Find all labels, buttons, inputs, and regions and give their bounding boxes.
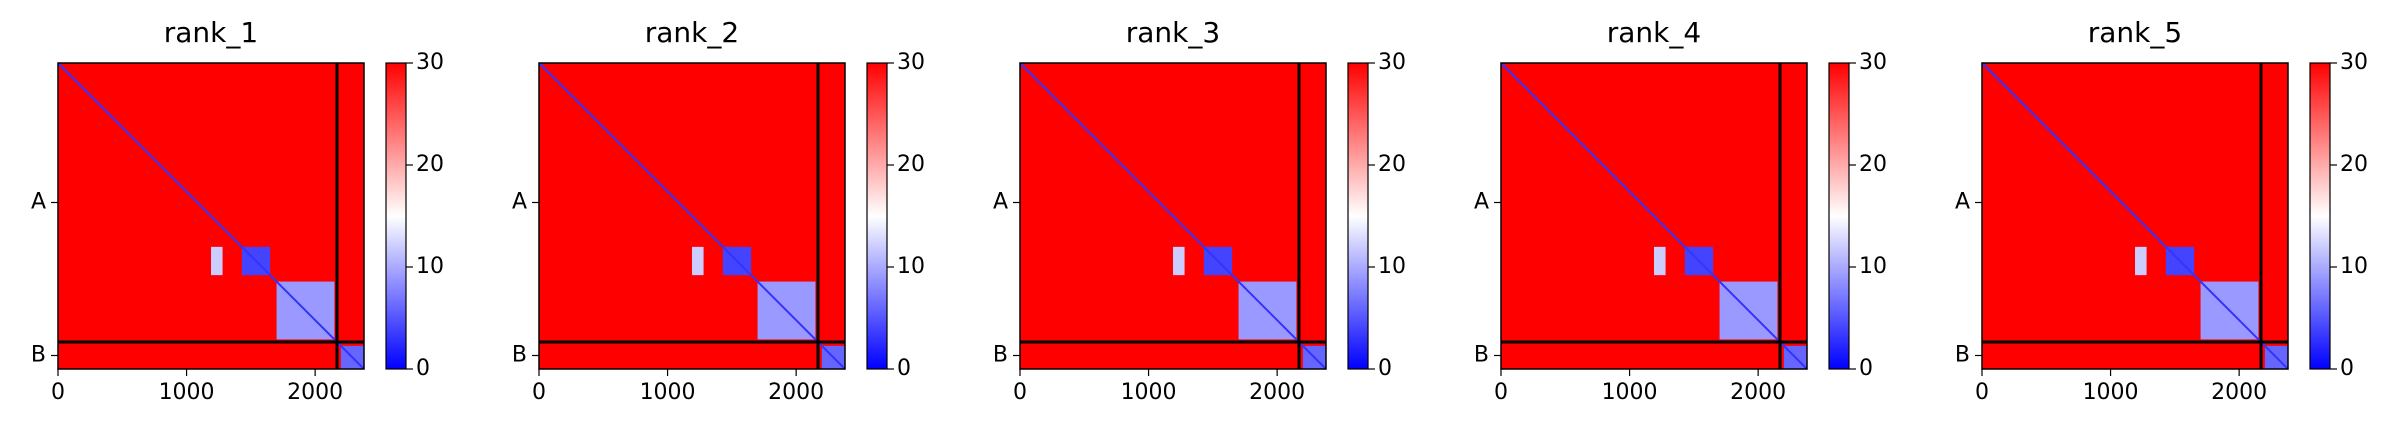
y-tick-label: A bbox=[512, 190, 527, 215]
x-tick-label: 1000 bbox=[1602, 380, 1658, 405]
heatmap-region bbox=[1654, 246, 1666, 276]
colorbar-tick-label: 30 bbox=[416, 50, 444, 75]
colorbar-tick-label: 0 bbox=[1859, 356, 1873, 381]
y-tick-label: B bbox=[31, 343, 46, 368]
axes-frame bbox=[1500, 62, 1808, 370]
x-tick-label: 0 bbox=[1013, 380, 1027, 405]
colorbar bbox=[2309, 62, 2331, 370]
colorbar bbox=[1828, 62, 1850, 370]
y-tick-label: B bbox=[1474, 343, 1489, 368]
diagonal bbox=[1500, 62, 1808, 370]
heatmap-region bbox=[1173, 246, 1185, 276]
x-tick-label: 2000 bbox=[1730, 380, 1786, 405]
colorbar-tick-label: 0 bbox=[1378, 356, 1392, 381]
x-tick-label: 0 bbox=[1975, 380, 1989, 405]
colorbar-tick-label: 30 bbox=[2340, 50, 2368, 75]
x-tick-label: 0 bbox=[1494, 380, 1508, 405]
y-tick-label: A bbox=[1474, 190, 1489, 215]
colorbar-tick-label: 30 bbox=[1378, 50, 1406, 75]
colorbar bbox=[385, 62, 407, 370]
x-tick-label: 2000 bbox=[2211, 380, 2267, 405]
heatmap-region bbox=[692, 246, 704, 276]
y-tick-label: A bbox=[1955, 190, 1970, 215]
x-tick-label: 1000 bbox=[159, 380, 215, 405]
colorbar-tick-label: 20 bbox=[1378, 152, 1406, 177]
panel-title: rank_4 bbox=[1607, 16, 1701, 49]
y-tick-label: B bbox=[993, 343, 1008, 368]
y-tick-label: B bbox=[512, 343, 527, 368]
colorbar-tick-label: 20 bbox=[416, 152, 444, 177]
axes-frame bbox=[1019, 62, 1327, 370]
x-tick-label: 2000 bbox=[287, 380, 343, 405]
panel-title: rank_1 bbox=[164, 16, 258, 49]
panel-title: rank_3 bbox=[1126, 16, 1220, 49]
colorbar-tick-label: 20 bbox=[897, 152, 925, 177]
colorbar-tick-label: 10 bbox=[2340, 254, 2368, 279]
colorbar-tick-label: 30 bbox=[1859, 50, 1887, 75]
diagonal bbox=[538, 62, 846, 370]
x-tick-label: 0 bbox=[532, 380, 546, 405]
colorbar-tick-label: 20 bbox=[1859, 152, 1887, 177]
x-tick-label: 2000 bbox=[1249, 380, 1305, 405]
diagonal bbox=[57, 62, 365, 370]
colorbar-tick-label: 20 bbox=[2340, 152, 2368, 177]
axes-frame bbox=[538, 62, 846, 370]
colorbar bbox=[866, 62, 888, 370]
colorbar-tick-label: 0 bbox=[2340, 356, 2354, 381]
x-tick-label: 1000 bbox=[2083, 380, 2139, 405]
y-tick-label: A bbox=[993, 190, 1008, 215]
colorbar-tick-label: 0 bbox=[897, 356, 911, 381]
x-tick-label: 1000 bbox=[1121, 380, 1177, 405]
x-tick-label: 1000 bbox=[640, 380, 696, 405]
y-tick-label: A bbox=[31, 190, 46, 215]
colorbar-tick-label: 10 bbox=[1378, 254, 1406, 279]
axes-frame bbox=[57, 62, 365, 370]
axes-frame bbox=[1981, 62, 2289, 370]
colorbar-tick-label: 10 bbox=[897, 254, 925, 279]
colorbar-tick-label: 0 bbox=[416, 356, 430, 381]
panel-title: rank_5 bbox=[2088, 16, 2182, 49]
heatmap-region bbox=[2135, 246, 2147, 276]
diagonal bbox=[1981, 62, 2289, 370]
panel-title: rank_2 bbox=[645, 16, 739, 49]
diagonal bbox=[1019, 62, 1327, 370]
colorbar-tick-label: 10 bbox=[1859, 254, 1887, 279]
colorbar-tick-label: 10 bbox=[416, 254, 444, 279]
colorbar bbox=[1347, 62, 1369, 370]
x-tick-label: 0 bbox=[51, 380, 65, 405]
heatmap-region bbox=[211, 246, 223, 276]
y-tick-label: B bbox=[1955, 343, 1970, 368]
colorbar-tick-label: 30 bbox=[897, 50, 925, 75]
x-tick-label: 2000 bbox=[768, 380, 824, 405]
